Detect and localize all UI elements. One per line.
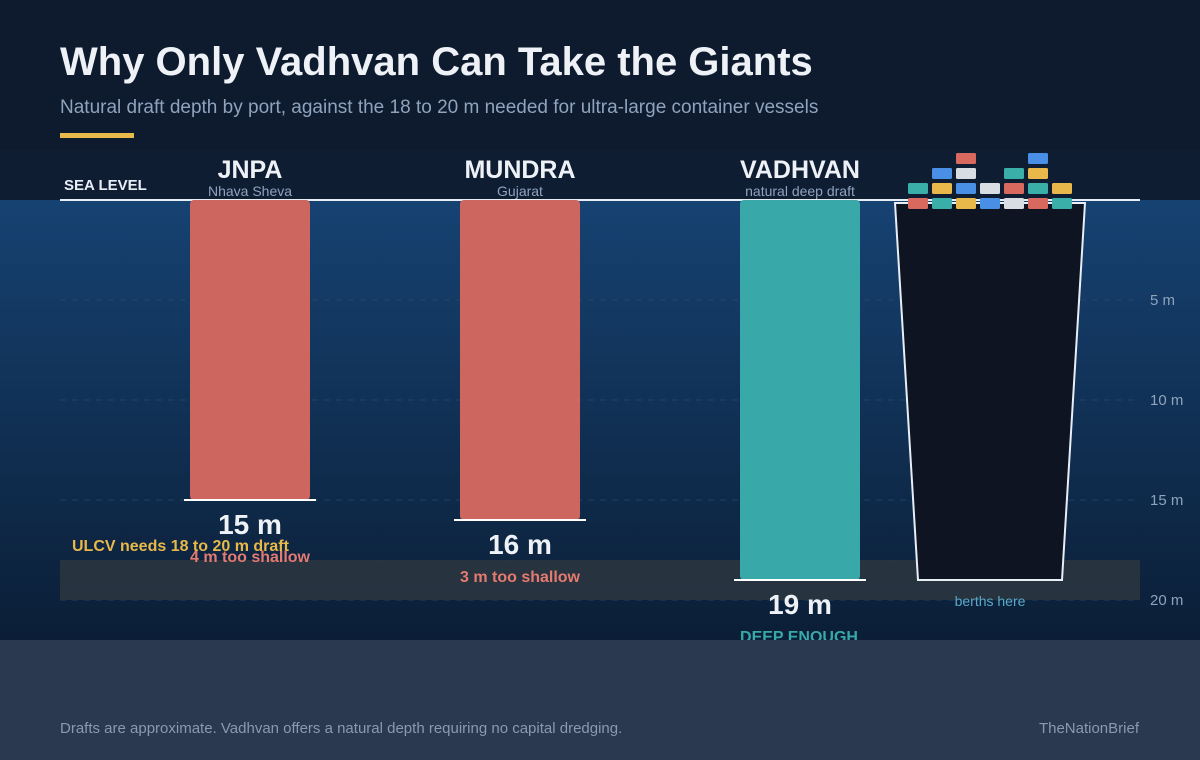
footer-note: Drafts are approximate. Vadhvan offers a… (60, 720, 623, 737)
bar-status-label: DEEP ENOUGH (740, 629, 858, 640)
bar-jnpa (190, 200, 310, 500)
chart-title: Why Only Vadhvan Can Take the Giants (60, 40, 813, 84)
bar-mundra (460, 200, 580, 520)
bar-status-label: 4 m too shallow (190, 549, 311, 566)
required-band-label: ULCV needs 18 to 20 m draft (72, 538, 290, 555)
bar-status-label: 3 m too shallow (460, 569, 581, 586)
container-box (1028, 183, 1048, 194)
footer-brand: TheNationBrief (1038, 720, 1139, 737)
bar-value-label: 15 m (218, 509, 282, 540)
container-box (956, 183, 976, 194)
header-band: Why Only Vadhvan Can Take the Giants Nat… (0, 0, 1200, 150)
container-box (980, 198, 1000, 209)
title-accent-bar (60, 133, 134, 138)
container-box (1028, 198, 1048, 209)
container-box (932, 183, 952, 194)
bar-vadhvan (740, 200, 860, 580)
port-name-label: VADHVAN (740, 156, 860, 184)
sea-level-label: SEA LEVEL (64, 177, 147, 194)
container-box (980, 183, 1000, 194)
container-box (956, 168, 976, 179)
port-sublabel: Gujarat (497, 183, 543, 199)
ship-hull (893, 202, 1087, 581)
bar-value-label: 19 m (768, 589, 832, 620)
container-box (956, 153, 976, 164)
port-name-label: JNPA (218, 156, 283, 184)
port-name-label: MUNDRA (464, 156, 575, 184)
container-box (1028, 153, 1048, 164)
ship-label: berths here (955, 593, 1026, 609)
container-box (932, 168, 952, 179)
y-tick-label: 15 m (1150, 492, 1183, 509)
container-box (932, 198, 952, 209)
container-box (1028, 168, 1048, 179)
container-box (1004, 183, 1024, 194)
chart-subtitle: Natural draft depth by port, against the… (60, 97, 819, 118)
container-box (1052, 183, 1072, 194)
port-sublabel: Nhava Sheva (208, 183, 292, 199)
y-tick-label: 5 m (1150, 292, 1175, 309)
container-box (956, 198, 976, 209)
container-box (908, 198, 928, 209)
container-box (1004, 168, 1024, 179)
container-box (908, 183, 928, 194)
port-sublabel: natural deep draft (745, 183, 855, 199)
bar-value-label: 16 m (488, 529, 552, 560)
container-box (1052, 198, 1072, 209)
y-tick-label: 10 m (1150, 392, 1183, 409)
y-tick-label: 20 m (1150, 592, 1183, 609)
container-box (1004, 198, 1024, 209)
